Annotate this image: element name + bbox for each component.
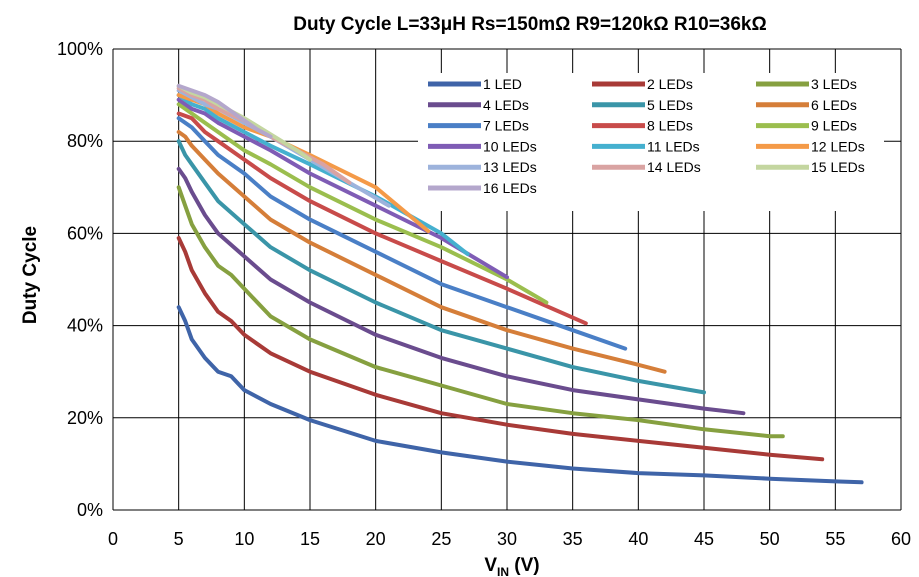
x-tick-label: 25 bbox=[431, 529, 451, 549]
legend-label: 9 LEDs bbox=[811, 118, 857, 134]
series-line bbox=[176, 236, 825, 462]
x-axis-label-unit: (V) bbox=[509, 555, 540, 576]
legend-label: 8 LEDs bbox=[647, 118, 693, 134]
series-line bbox=[176, 185, 785, 439]
x-tick-label: 50 bbox=[760, 529, 780, 549]
y-tick-label: 60% bbox=[67, 223, 103, 243]
x-tick-label: 10 bbox=[234, 529, 254, 549]
legend-label: 5 LEDs bbox=[647, 97, 693, 113]
legend-label: 13 LEDs bbox=[483, 159, 537, 175]
legend-label: 12 LEDs bbox=[811, 138, 865, 154]
legend-label: 7 LEDs bbox=[483, 118, 529, 134]
legend-label: 14 LEDs bbox=[647, 159, 701, 175]
legend-label: 10 LEDs bbox=[483, 138, 537, 154]
legend-label: 2 LEDs bbox=[647, 76, 693, 92]
series-line bbox=[176, 83, 273, 139]
legend-label: 3 LEDs bbox=[811, 76, 857, 92]
legend-label: 1 LED bbox=[483, 76, 522, 92]
y-axis-label: Duty Cycle bbox=[20, 226, 41, 324]
x-axis-label: VIN (V) bbox=[484, 555, 539, 577]
legend-label: 16 LEDs bbox=[483, 180, 537, 196]
x-tick-label: 35 bbox=[563, 529, 583, 549]
series-line bbox=[176, 102, 549, 305]
x-tick-label: 30 bbox=[497, 529, 517, 549]
series-line bbox=[176, 130, 667, 374]
legend-label: 11 LEDs bbox=[647, 138, 700, 154]
series-line bbox=[176, 166, 746, 416]
tick-labels: 0 5 10 15 20 25 30 35 40 45 50 55 60 0% 20% 40% 60% 80% 10… bbox=[57, 39, 911, 549]
x-tick-label: 0 bbox=[108, 529, 118, 549]
legend-label: 4 LEDs bbox=[483, 97, 529, 113]
y-tick-label: 100% bbox=[57, 39, 103, 59]
y-tick-label: 80% bbox=[67, 131, 103, 151]
y-tick-label: 20% bbox=[67, 408, 103, 428]
series-line bbox=[176, 97, 509, 280]
series-line bbox=[176, 139, 706, 395]
x-axis-label-main: V bbox=[484, 555, 497, 576]
series-line bbox=[176, 305, 864, 485]
x-tick-label: 40 bbox=[628, 529, 648, 549]
x-axis-label-subscript: IN bbox=[497, 565, 509, 577]
x-tick-label: 55 bbox=[825, 529, 845, 549]
series-line bbox=[176, 116, 628, 351]
x-tick-label: 45 bbox=[694, 529, 714, 549]
legend: 1 LED 2 LEDs 3 LEDs 4 LEDs 5 LEDs 6 LEDs 7 LED… bbox=[418, 73, 884, 211]
x-tick-label: 15 bbox=[300, 529, 320, 549]
x-tick-label: 60 bbox=[891, 529, 911, 549]
series-line bbox=[176, 111, 588, 326]
y-tick-label: 0% bbox=[77, 500, 103, 520]
chart-title: Duty Cycle L=33μH Rs=150mΩ R9=120kΩ R10=… bbox=[293, 14, 766, 35]
series-lines bbox=[176, 83, 864, 485]
y-tick-label: 40% bbox=[67, 316, 103, 336]
x-tick-label: 20 bbox=[366, 529, 386, 549]
legend-box bbox=[418, 73, 884, 211]
legend-label: 6 LEDs bbox=[811, 97, 857, 113]
x-tick-label: 5 bbox=[174, 529, 184, 549]
legend-label: 15 LEDs bbox=[811, 159, 865, 175]
